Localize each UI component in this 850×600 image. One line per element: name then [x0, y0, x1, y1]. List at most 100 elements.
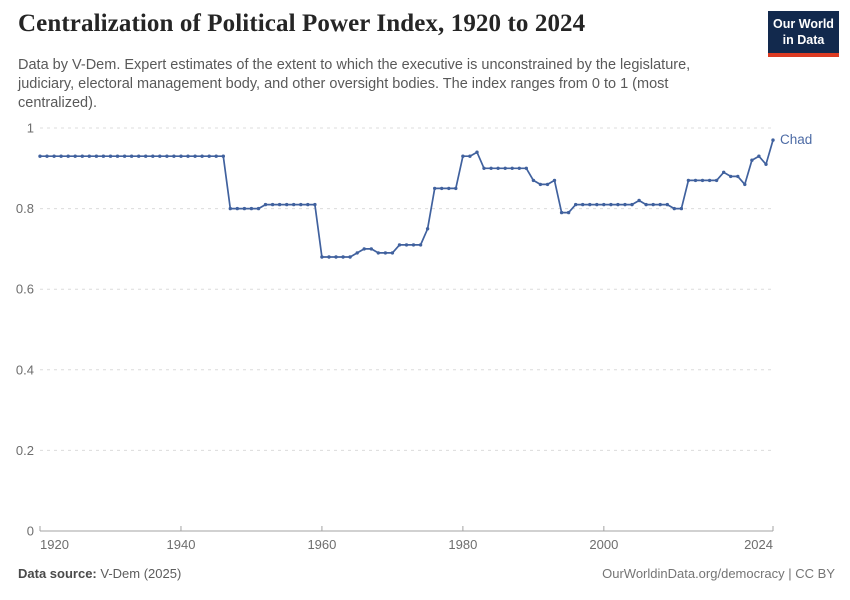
data-point-marker[interactable] — [637, 198, 641, 203]
data-point-marker[interactable] — [757, 154, 761, 158]
data-point-marker[interactable] — [362, 247, 366, 251]
data-point-marker[interactable] — [503, 166, 507, 170]
data-point-marker[interactable] — [327, 255, 331, 259]
data-point-marker[interactable] — [158, 154, 162, 158]
data-point-marker[interactable] — [693, 178, 698, 183]
data-point-marker[interactable] — [221, 154, 225, 158]
data-point-marker[interactable] — [334, 255, 338, 259]
data-point-marker[interactable] — [418, 243, 423, 247]
data-point-marker[interactable] — [263, 202, 268, 207]
data-point-marker[interactable] — [122, 154, 127, 158]
data-point-marker[interactable] — [256, 206, 261, 211]
data-point-marker[interactable] — [433, 186, 437, 191]
data-point-marker[interactable] — [651, 202, 655, 207]
data-point-marker[interactable] — [538, 182, 543, 187]
data-point-marker[interactable] — [609, 202, 613, 207]
data-point-marker[interactable] — [129, 154, 134, 158]
data-point-marker[interactable] — [595, 202, 599, 207]
data-point-marker[interactable] — [200, 154, 204, 158]
data-point-marker[interactable] — [270, 202, 275, 207]
data-point-marker[interactable] — [115, 154, 120, 158]
data-point-marker[interactable] — [623, 202, 627, 207]
attribution[interactable]: OurWorldinData.org/democracy | CC BY — [602, 566, 835, 581]
data-point-marker[interactable] — [771, 138, 775, 142]
data-point-marker[interactable] — [80, 154, 85, 158]
data-point-marker[interactable] — [510, 166, 514, 170]
data-point-marker[interactable] — [207, 154, 211, 158]
data-point-marker[interactable] — [545, 182, 550, 187]
data-point-marker[interactable] — [38, 154, 42, 158]
data-point-marker[interactable] — [736, 174, 740, 179]
data-point-marker[interactable] — [496, 166, 500, 170]
data-point-marker[interactable] — [242, 206, 247, 211]
data-point-marker[interactable] — [52, 154, 56, 158]
data-point-marker[interactable] — [151, 154, 155, 158]
data-point-marker[interactable] — [390, 251, 395, 255]
data-point-marker[interactable] — [425, 227, 430, 231]
data-point-marker[interactable] — [292, 202, 296, 207]
data-point-marker[interactable] — [383, 251, 388, 255]
data-point-marker[interactable] — [87, 154, 92, 158]
data-point-marker[interactable] — [277, 202, 282, 207]
data-point-marker[interactable] — [137, 154, 141, 158]
data-point-marker[interactable] — [404, 243, 409, 247]
data-point-marker[interactable] — [581, 202, 585, 207]
data-point-marker[interactable] — [672, 206, 676, 211]
series-end-label[interactable]: Chad — [780, 132, 812, 147]
data-point-marker[interactable] — [320, 255, 324, 259]
data-point-marker[interactable] — [679, 206, 684, 211]
owid-logo[interactable]: Our World in Data — [768, 11, 839, 58]
data-point-marker[interactable] — [59, 154, 63, 158]
data-point-marker[interactable] — [524, 166, 528, 170]
data-point-marker[interactable] — [440, 186, 444, 191]
data-point-marker[interactable] — [397, 243, 402, 247]
data-point-marker[interactable] — [602, 202, 606, 207]
data-point-marker[interactable] — [489, 166, 493, 170]
data-point-marker[interactable] — [108, 154, 113, 158]
data-point-marker[interactable] — [630, 202, 634, 207]
data-point-marker[interactable] — [722, 170, 726, 174]
data-point-marker[interactable] — [313, 202, 317, 207]
data-point-marker[interactable] — [376, 251, 380, 255]
data-point-marker[interactable] — [665, 202, 669, 207]
data-point-marker[interactable] — [193, 154, 197, 158]
data-point-marker[interactable] — [101, 154, 106, 158]
data-point-marker[interactable] — [172, 154, 176, 158]
data-point-marker[interactable] — [228, 206, 232, 211]
data-point-marker[interactable] — [144, 154, 148, 158]
data-point-marker[interactable] — [235, 206, 239, 211]
data-point-marker[interactable] — [447, 186, 451, 191]
data-point-marker[interactable] — [285, 202, 289, 207]
data-point-marker[interactable] — [66, 154, 70, 158]
data-point-marker[interactable] — [468, 154, 472, 158]
data-point-marker[interactable] — [517, 166, 521, 170]
data-point-marker[interactable] — [411, 243, 416, 247]
data-point-marker[interactable] — [707, 178, 712, 183]
line-chart[interactable]: 0 0.2 0.4 0.6 0.8 1 1920 1940 1960 1980 2000 2024 Ch… — [0, 0, 850, 560]
data-point-marker[interactable] — [714, 178, 719, 183]
data-point-marker[interactable] — [454, 186, 458, 191]
data-point-marker[interactable] — [299, 202, 303, 207]
data-point-marker[interactable] — [482, 166, 486, 170]
data-point-marker[interactable] — [644, 202, 648, 207]
data-point-marker[interactable] — [249, 206, 254, 211]
data-point-marker[interactable] — [531, 178, 536, 183]
data-point-marker[interactable] — [306, 202, 310, 207]
data-point-marker[interactable] — [686, 178, 691, 183]
data-point-marker[interactable] — [574, 202, 578, 207]
series-line[interactable] — [39, 139, 774, 258]
data-point-marker[interactable] — [658, 202, 662, 207]
data-point-marker[interactable] — [355, 251, 359, 255]
data-point-marker[interactable] — [45, 154, 49, 158]
data-point-marker[interactable] — [616, 202, 620, 207]
data-point-marker[interactable] — [588, 202, 592, 207]
data-point-marker[interactable] — [214, 154, 218, 158]
data-point-marker[interactable] — [94, 154, 99, 158]
data-point-marker[interactable] — [165, 154, 169, 158]
data-point-marker[interactable] — [743, 182, 747, 187]
data-point-marker[interactable] — [179, 154, 183, 158]
data-point-marker[interactable] — [700, 178, 705, 183]
data-point-marker[interactable] — [559, 210, 564, 215]
data-point-marker[interactable] — [341, 255, 345, 259]
data-point-marker[interactable] — [566, 210, 571, 215]
